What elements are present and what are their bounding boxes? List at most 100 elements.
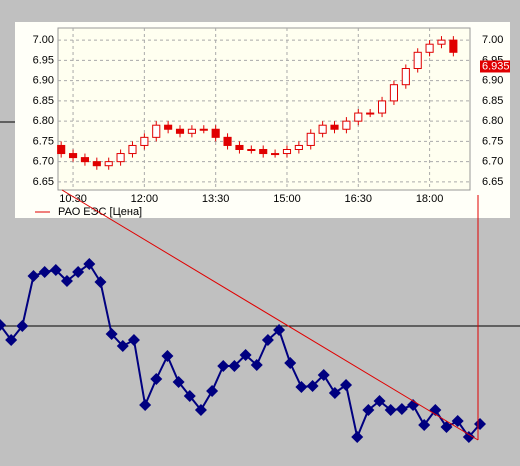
candle-body xyxy=(164,124,173,130)
diamond-marker xyxy=(172,376,185,388)
x-tick-label: 16:30 xyxy=(345,193,373,205)
candle-body xyxy=(199,128,208,131)
candle-body xyxy=(318,124,327,134)
line xyxy=(0,262,481,441)
line-chart xyxy=(0,258,486,443)
diamond-marker xyxy=(239,349,252,361)
y-tick-label: 6.70 xyxy=(33,156,54,168)
candle-body xyxy=(330,124,339,130)
diamond-marker xyxy=(295,381,308,393)
diamond-marker xyxy=(351,431,364,443)
candle-body xyxy=(80,157,90,163)
diamond-marker xyxy=(328,387,341,399)
x-tick-label: 18:00 xyxy=(416,193,444,205)
x-tick-label: 13:30 xyxy=(202,193,230,205)
candle-body xyxy=(235,144,244,150)
x-tick-label: 12:00 xyxy=(131,193,159,205)
candle-body xyxy=(92,161,101,167)
trend-line xyxy=(61,189,479,441)
diamond-marker xyxy=(27,270,40,282)
diamond-marker xyxy=(139,399,152,411)
diamond-marker xyxy=(116,340,129,352)
y-tick-label: 6.90 xyxy=(33,75,54,87)
diamond-marker xyxy=(384,404,397,416)
candle-body xyxy=(104,161,113,167)
candle-body xyxy=(271,153,280,156)
diamond-marker xyxy=(250,359,263,371)
candle-body xyxy=(449,39,458,53)
candle-body xyxy=(342,120,351,130)
candle-body xyxy=(247,149,256,151)
diamond-marker xyxy=(362,404,375,416)
candle-body xyxy=(389,84,399,102)
y-tick-label: 6.85 xyxy=(482,95,503,107)
candle-body xyxy=(401,68,410,86)
candle-body xyxy=(294,144,303,150)
diamond-marker xyxy=(5,334,18,346)
last-price-label: 6.935 xyxy=(482,60,510,72)
y-tick-label: 6.65 xyxy=(482,176,503,188)
candle-body xyxy=(413,51,422,69)
diamond-marker xyxy=(161,350,174,362)
y-tick-label: 6.95 xyxy=(33,54,54,66)
candle-body xyxy=(187,128,196,134)
diamond-marker xyxy=(395,403,408,415)
diamond-marker xyxy=(183,390,196,402)
last-price-box xyxy=(480,60,510,73)
diamond-marker xyxy=(94,276,107,288)
y-tick-label: 6.80 xyxy=(33,115,54,127)
candle-body xyxy=(306,132,315,146)
candle-body xyxy=(57,144,66,155)
diamond-marker xyxy=(60,275,73,287)
candle-body xyxy=(259,149,268,155)
candle-body xyxy=(211,128,220,138)
plot-area xyxy=(57,27,471,191)
candle-body xyxy=(116,153,125,163)
candle-body xyxy=(128,144,137,155)
diamond-marker xyxy=(340,379,353,391)
candle-body xyxy=(377,100,387,114)
y-tick-label: 6.85 xyxy=(33,95,54,107)
diamond-marker xyxy=(407,399,420,411)
diamond-marker xyxy=(127,334,140,346)
candle-body xyxy=(366,112,375,115)
diamond-marker xyxy=(194,404,207,416)
candle-body xyxy=(68,153,78,159)
candle-body xyxy=(175,128,185,134)
diamond-marker xyxy=(105,328,118,340)
candle-body xyxy=(223,136,232,146)
diamond-marker xyxy=(0,319,6,331)
y-tick-label: 7.00 xyxy=(33,34,54,46)
diamond-marker xyxy=(474,418,486,430)
diamond-marker xyxy=(273,324,286,336)
diamond-marker xyxy=(49,264,62,276)
diamond-marker xyxy=(83,258,96,270)
y-tick-label: 6.75 xyxy=(33,135,54,147)
candle-body xyxy=(152,124,161,138)
diamond-marker xyxy=(261,334,274,346)
diamond-marker xyxy=(440,421,453,433)
legend-label: РАО ЕЭС [Цена] xyxy=(58,206,142,218)
candle-body xyxy=(437,39,446,45)
y-tick-label: 6.75 xyxy=(482,135,503,147)
diamond-marker xyxy=(418,419,431,431)
y-tick-label: 6.80 xyxy=(482,115,503,127)
diamond-marker xyxy=(38,266,51,278)
diamond-marker xyxy=(150,373,163,385)
diamond-marker xyxy=(228,360,241,372)
diamond-marker xyxy=(16,320,29,332)
candle-body xyxy=(140,136,149,146)
y-tick-label: 6.90 xyxy=(482,75,503,87)
candle-chart: 6.65 6.65 6.70 6.70 6.75 6.75 6.80 6.80 6.85 6.85… xyxy=(33,28,510,205)
diamond-marker xyxy=(373,395,386,407)
diamond-marker xyxy=(284,357,297,369)
y-tick-label: 7.00 xyxy=(482,34,503,46)
diamond-marker xyxy=(72,266,85,278)
diamond-marker xyxy=(317,369,330,381)
x-tick-label: 15:00 xyxy=(273,193,301,205)
candle-body xyxy=(354,112,363,122)
candle-body xyxy=(425,43,434,53)
diamond-marker xyxy=(206,385,219,397)
y-tick-label: 6.70 xyxy=(482,156,503,168)
